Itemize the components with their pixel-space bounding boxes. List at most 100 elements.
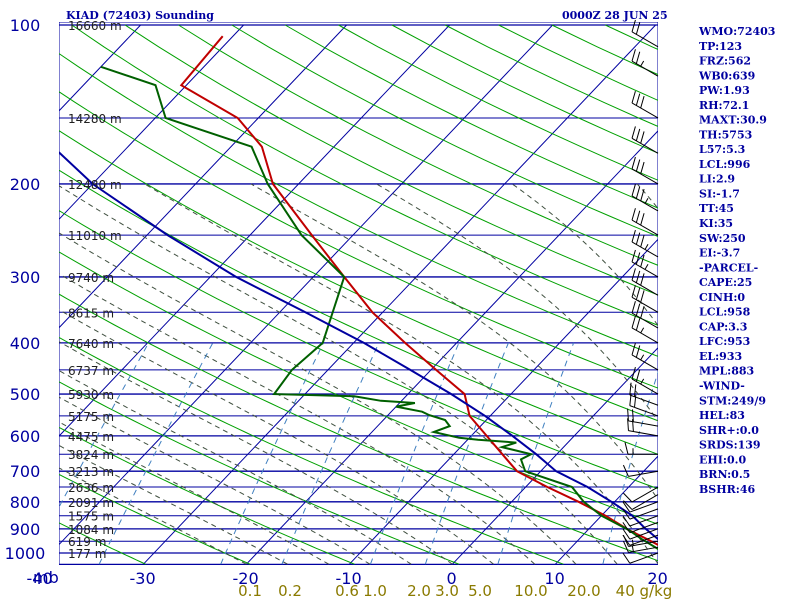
wind-barb-flag <box>622 515 631 527</box>
wind-barb-flag <box>622 552 631 564</box>
wind-barb <box>631 183 659 212</box>
wind-barb <box>622 464 659 477</box>
moist-adiabat <box>59 232 577 565</box>
pressure-tick-label: 500 <box>10 385 41 404</box>
temperature-line <box>179 35 658 547</box>
wind-barb-flag <box>640 161 645 175</box>
index-value: LCL:958 <box>699 306 751 319</box>
wind-barb <box>631 49 659 77</box>
wind-barb-half-flag <box>640 60 645 67</box>
height-label: 1084 m <box>68 523 114 537</box>
dry-adiabat <box>59 91 658 389</box>
height-label: 3824 m <box>68 448 114 462</box>
y-axis-unit: mb <box>33 568 59 587</box>
height-label: 619 m <box>68 535 106 549</box>
wind-barb <box>631 249 659 278</box>
wind-barb-layer <box>622 19 659 564</box>
mixing-ratio-line <box>602 370 658 565</box>
index-value: MAXT:30.9 <box>699 114 767 127</box>
moist-adiabat <box>250 183 658 501</box>
dry-adiabat <box>59 293 658 562</box>
wind-barb-flag <box>640 213 645 226</box>
pressure-tick-label: 300 <box>10 268 41 287</box>
isotherm-line <box>59 24 244 221</box>
wind-barb <box>622 540 659 553</box>
temperature-tick-label: -40 <box>27 569 53 588</box>
isotherm-line <box>0 25 38 564</box>
dry-adiabat <box>59 426 355 565</box>
wind-barb-flag <box>627 408 629 421</box>
height-label: 4475 m <box>68 430 114 444</box>
wind-barb <box>631 229 659 258</box>
index-value: FRZ:562 <box>699 55 751 68</box>
moist-adiabat <box>59 185 618 565</box>
wind-barb <box>631 342 659 371</box>
wind-barb-staff <box>629 552 659 564</box>
moist-adiabat <box>59 309 494 565</box>
dry-adiabat <box>59 130 658 422</box>
wind-barb-staff <box>629 405 659 417</box>
wind-barb-flag <box>635 128 641 141</box>
height-label: 8615 m <box>68 306 114 320</box>
wind-barb <box>622 521 659 534</box>
index-value: BRN:0.5 <box>699 468 750 481</box>
wind-barb <box>622 515 659 527</box>
index-value: WB0:639 <box>698 69 755 82</box>
mixing-ratio-label: 0.2 <box>278 582 302 600</box>
height-label: 16660 m <box>68 19 122 33</box>
wind-barb-flag <box>640 131 645 144</box>
wind-barb-flag <box>632 409 634 422</box>
wind-barb <box>622 501 659 513</box>
dry-adiabat <box>59 251 658 525</box>
wind-barb <box>631 19 659 48</box>
temperature-tick-label: 0 <box>447 569 457 588</box>
dewpoint-line <box>100 65 658 551</box>
index-value: SRDS:139 <box>699 439 761 452</box>
wind-barb-flag <box>622 508 631 520</box>
mixing-ratio-label: 1.0 <box>363 582 387 600</box>
wind-barb-half-flag <box>644 244 649 250</box>
wind-barb-flag <box>640 273 645 286</box>
dry-adiabat <box>59 473 251 565</box>
dry-adiabat <box>124 24 658 296</box>
mixing-ratio-line <box>497 342 575 565</box>
wind-barb-flag <box>631 49 636 62</box>
wind-barb-staff <box>629 515 659 527</box>
isotherm-line <box>555 455 658 565</box>
dry-adiabat <box>0 25 41 564</box>
pressure-tick-label: 600 <box>10 427 41 446</box>
wind-barb <box>631 126 659 154</box>
height-label: 1575 m <box>68 510 114 524</box>
wind-barb-flag <box>631 285 636 298</box>
isotherm-line <box>59 24 347 329</box>
index-value: TH:5753 <box>699 128 752 141</box>
wind-barb-flag <box>635 303 641 316</box>
wind-barb-flag <box>635 186 641 199</box>
height-label: 2091 m <box>68 496 114 510</box>
wind-barb-staff <box>629 534 659 546</box>
wind-barb <box>624 442 658 455</box>
wind-barb-flag <box>634 384 637 397</box>
height-label: 2636 m <box>68 481 114 495</box>
index-value: TT:45 <box>699 202 734 215</box>
wind-barb-flag <box>635 22 641 35</box>
wind-barb <box>631 208 659 236</box>
wind-barb-flag <box>635 93 641 106</box>
wind-barb-half-flag <box>640 378 645 385</box>
index-value: SW:250 <box>699 232 746 245</box>
mixing-ratio-line <box>281 342 380 565</box>
isotherm-line <box>761 25 800 564</box>
wind-barb-flag <box>635 51 641 64</box>
wind-barb-half-flag <box>631 545 634 552</box>
isotherm-line <box>143 24 656 565</box>
dry-adiabat <box>59 52 658 357</box>
temperature-tick-label: -10 <box>336 569 362 588</box>
mixing-ratio-label: 2.0 <box>407 582 431 600</box>
wind-barb-flag <box>631 90 636 104</box>
wind-barb-flag <box>635 345 641 358</box>
height-label: 12480 m <box>68 178 122 192</box>
wind-barb <box>622 534 659 546</box>
wind-barb-flag <box>635 210 641 223</box>
height-label: 5930 m <box>68 388 114 402</box>
